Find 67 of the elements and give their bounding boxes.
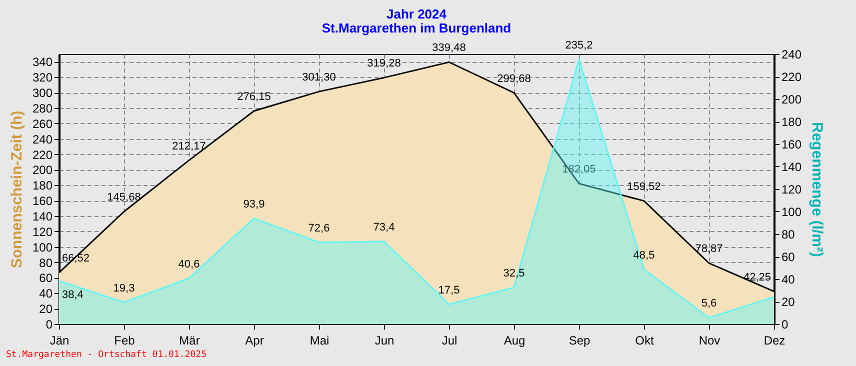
y-tick-label: 300 (32, 86, 53, 100)
data-label: 276,15 (237, 90, 271, 103)
chart-subtitle: St.Margarethen im Burgenland (322, 20, 512, 36)
data-label: 299,68 (497, 72, 531, 85)
y2-tick-label: 120 (782, 182, 802, 196)
y2-tick-label: 220 (782, 70, 802, 84)
x-tick-label: Aug (504, 334, 526, 348)
data-label: 38,4 (62, 288, 84, 301)
y2-tick-label: 60 (782, 250, 796, 264)
x-tick-label: Sep (568, 334, 590, 348)
y-tick-label: 20 (39, 302, 53, 316)
data-label: 339,48 (432, 42, 466, 54)
x-tick-label: Mai (310, 334, 330, 348)
data-label: 17,5 (438, 284, 460, 296)
y-tick-label: 160 (32, 194, 53, 208)
y-tick-label: 220 (32, 148, 53, 162)
data-label: 19,3 (113, 282, 135, 294)
y-tick-label: 0 (46, 318, 53, 332)
y2-tick-label: 40 (782, 272, 796, 286)
x-tick-label: Jun (374, 334, 394, 348)
data-label: 5,6 (701, 298, 717, 310)
data-label: 42,25 (743, 271, 771, 284)
data-label: 301,30 (302, 72, 336, 84)
y2-tick-label: 240 (782, 48, 802, 62)
x-tick-label: Apr (245, 334, 264, 348)
y-tick-label: 80 (39, 256, 53, 270)
y-tick-label: 120 (32, 224, 53, 239)
data-label: 319,28 (367, 58, 401, 70)
x-tick-label: Jul (442, 334, 458, 348)
y-tick-label: 340 (32, 55, 53, 70)
y-tick-label: 200 (32, 163, 53, 178)
y2-tick-label: 140 (782, 160, 802, 174)
y-tick-label: 280 (32, 102, 53, 116)
y-tick-label: 180 (32, 178, 53, 193)
x-tick-label: Nov (698, 334, 720, 348)
y2-tick-label: 20 (782, 295, 796, 309)
text: St.Margarethen - Ortschaft 01.01.2025 (6, 350, 206, 360)
x-tick-label: Okt (635, 334, 654, 348)
data-label: 93,9 (243, 198, 265, 210)
y2-tick-label: 160 (782, 138, 802, 152)
x-tick-label: Dez (764, 334, 786, 348)
x-tick-label: Mär (179, 334, 200, 348)
x-tick-label: Feb (114, 334, 136, 348)
y2-tick-label: 180 (782, 115, 802, 129)
y-axis-title: Sonnenschein-Zeit (h) (8, 110, 26, 268)
y2-tick-label: 80 (782, 228, 796, 242)
data-label: 159,52 (627, 180, 661, 193)
data-label: 212,17 (172, 140, 206, 152)
y2-tick-label: 100 (782, 205, 802, 219)
y2-tick-label: 200 (782, 92, 802, 106)
data-label: 72,6 (308, 222, 330, 234)
chart-title: Jahr 2024 (386, 6, 448, 22)
x-tick-label: Jän (50, 334, 70, 348)
y-tick-label: 140 (32, 210, 53, 224)
y-tick-label: 60 (39, 271, 53, 286)
data-label: 145,68 (107, 192, 141, 204)
data-label: 40,6 (178, 258, 200, 270)
y-tick-label: 40 (39, 286, 53, 301)
y-tick-label: 240 (32, 132, 53, 146)
data-label: 73,4 (373, 221, 395, 234)
data-label: 78,87 (695, 243, 723, 256)
data-label: 235,2 (565, 39, 593, 52)
y2-axis-title: Regenmenge (l/m²) (808, 122, 826, 258)
y-tick-label: 260 (32, 116, 53, 131)
y-tick-label: 100 (32, 240, 53, 254)
y-tick-label: 320 (32, 70, 53, 85)
y2-tick-label: 0 (782, 318, 788, 332)
